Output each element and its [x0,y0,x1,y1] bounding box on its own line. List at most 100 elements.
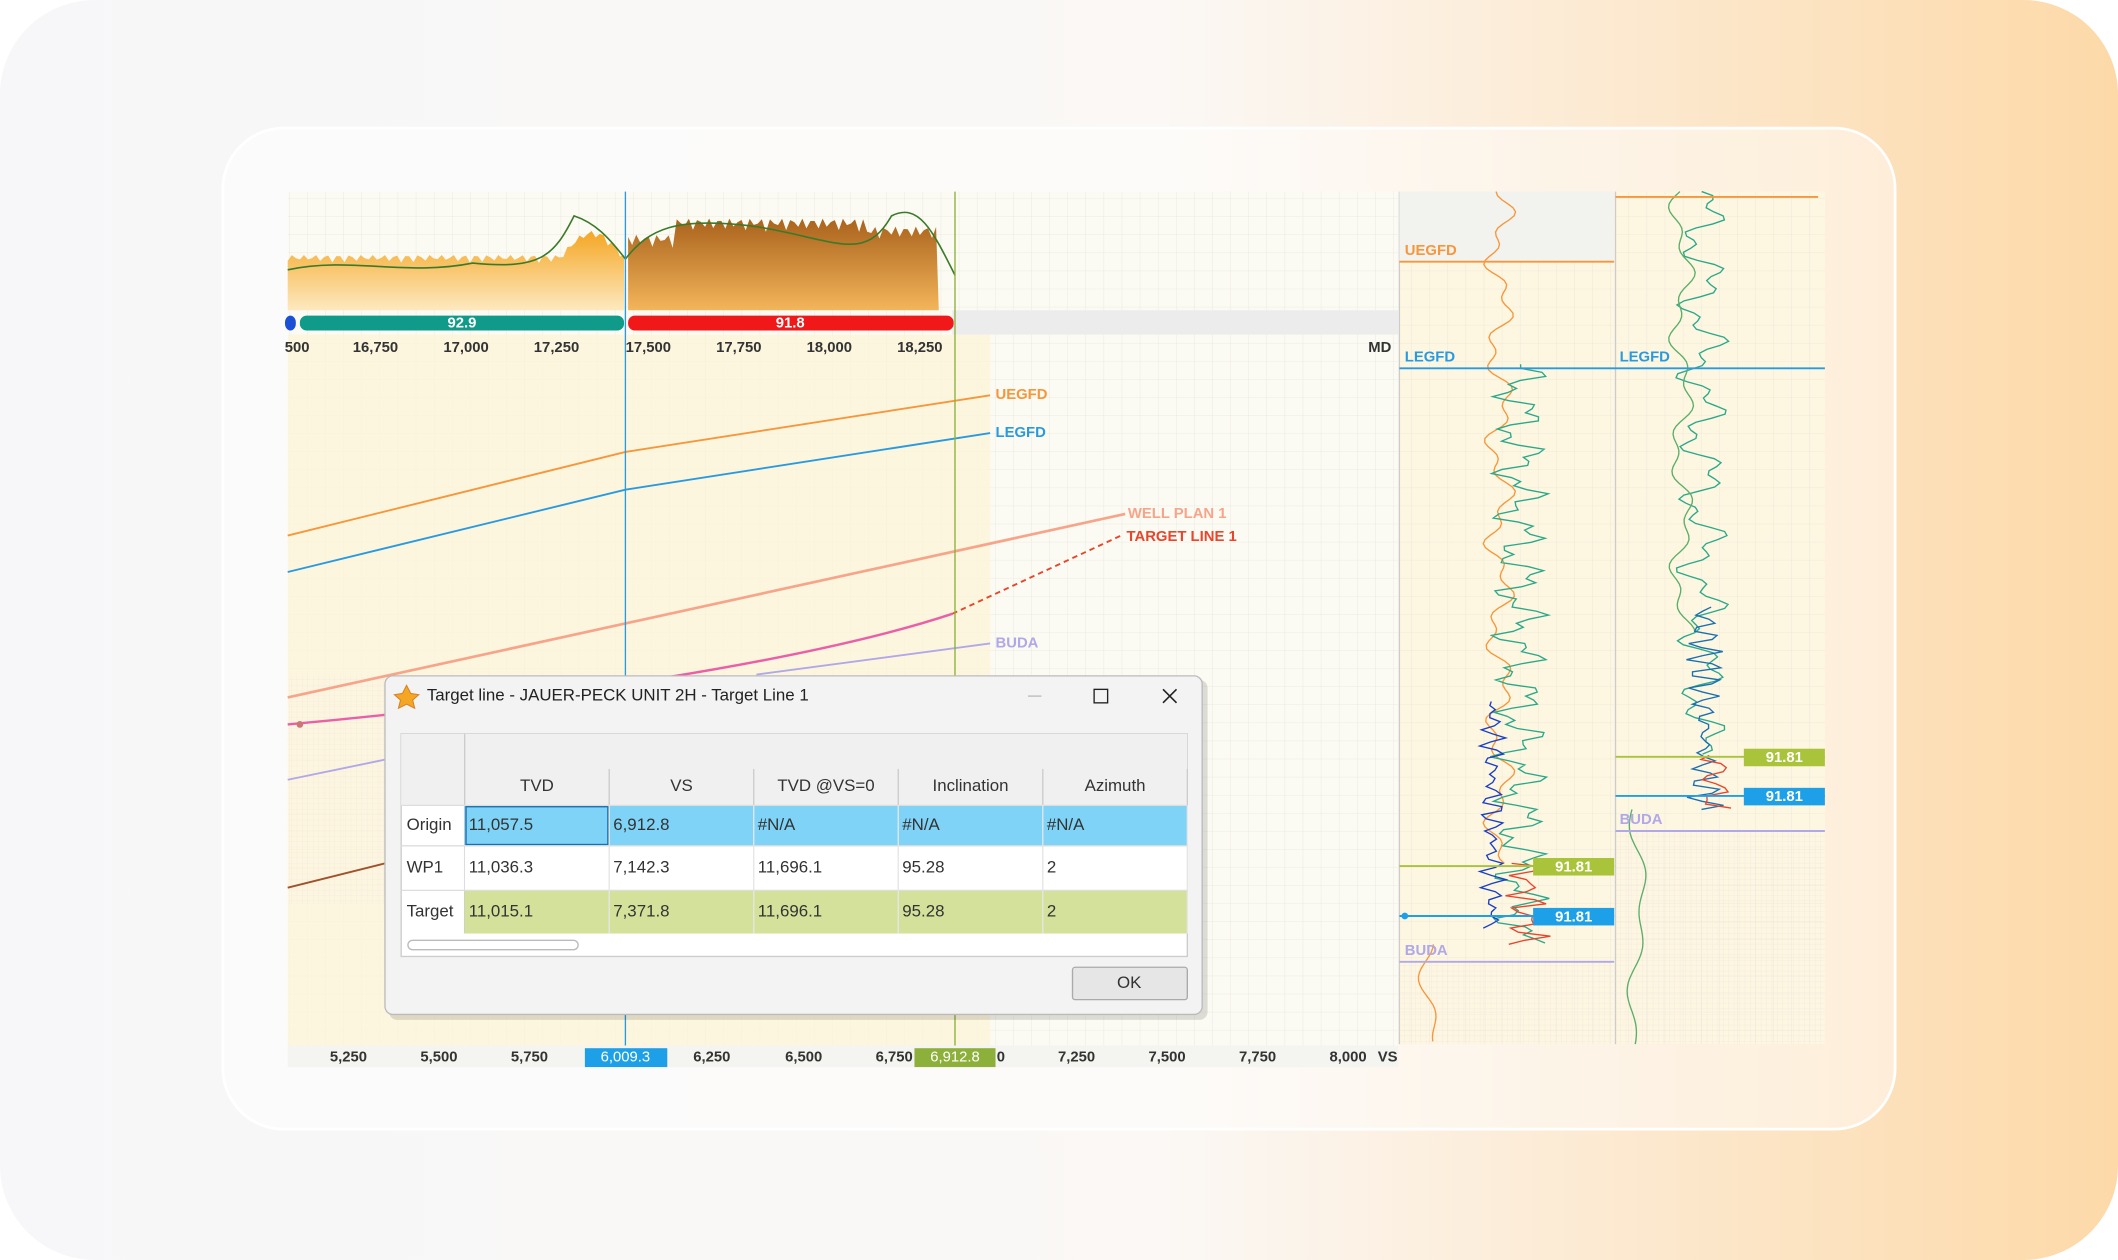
table-cell: 95.28 [902,858,944,877]
horizon-label: LEGFD [996,425,1047,441]
log-zone [1399,961,1615,1045]
row-background [464,805,1188,846]
value-box-label: 91.81 [1555,909,1592,925]
vs-tick-label: 0 [997,1050,1005,1066]
table-cell: 7,142.3 [613,858,669,877]
table-cell: 11,696.1 [758,901,822,920]
vs-marker-label: 6,009.3 [601,1050,651,1066]
target-line [951,534,1122,615]
column-header: Inclination [933,776,1009,795]
table-cell: 95.28 [902,901,944,920]
vs-tick-label: 7,500 [1148,1050,1185,1066]
bar-red [628,315,954,331]
track-label: BUDA [1405,943,1448,959]
vs-tick-label: 6,500 [785,1050,822,1066]
column-header: Azimuth [1085,776,1146,795]
histogram [287,230,625,311]
log-zone [1615,831,1825,1045]
offset-line [287,862,386,889]
log-curve [1626,809,1647,1045]
dialog-title: Target line - JAUER-PECK UNIT 2H - Targe… [427,686,809,705]
column-header: VS [670,776,693,795]
md-tick-label: 18,000 [807,340,852,356]
bar-label: 92.9 [448,316,477,332]
bar-teal [299,315,625,331]
vs-axis-band [287,1045,1399,1068]
table-cell: 11,696.1 [758,858,822,877]
log-curve [1698,754,1732,809]
vs-tick-label: 5,500 [420,1050,457,1066]
main-view: 92.9 91.8 500 16,750 17,000 17,250 17,500 17,75… [285,190,1825,1068]
horizon-label: BUDA [996,635,1039,651]
row-header: Target [407,901,454,920]
point [1401,912,1409,920]
scrollbar-thumb[interactable] [407,939,579,951]
vs-tick-label: 5,750 [511,1050,548,1066]
table-cell: 11,057.5 [469,815,533,834]
value-box [1743,748,1825,767]
horizon-label: UEGFD [996,387,1048,403]
table-cell: 6,912.8 [613,815,669,834]
value-box-label: 91.81 [1555,859,1592,875]
log-curve [1482,191,1517,864]
close-button[interactable] [1162,688,1178,704]
horizon-label: TARGET LINE 1 [1127,529,1237,545]
zone-pink [287,674,396,904]
column-header: TVD @VS=0 [777,776,874,795]
md-tick-label: 16,750 [353,340,398,356]
row-header: WP1 [407,858,444,877]
log-curve [1675,190,1730,755]
log-curve [1667,191,1696,633]
track-label: LEGFD [1405,349,1456,365]
vs-marker [584,1048,668,1068]
table-cell: 11,036.3 [469,858,533,877]
app-icon [393,684,420,710]
maximize-button[interactable] [1093,688,1109,704]
value-box [1743,787,1825,806]
vs-tick-label: 7,250 [1058,1050,1095,1066]
md-axis-unit: MD [1368,340,1391,356]
horizon-label: WELL PLAN 1 [1128,506,1227,522]
log-curve [1417,944,1437,1042]
track-label: LEGFD [1620,349,1671,365]
selected-cell [465,806,609,846]
track-label: UEGFD [1405,243,1457,259]
value-box-label: 91.81 [1766,750,1803,766]
log-curve [1477,701,1509,929]
bar-label: 91.8 [776,316,805,332]
vs-tick-label: 6,750 [876,1050,913,1066]
row-background [464,890,1188,934]
row-background [464,845,1188,891]
log-curve [1505,862,1551,945]
histogram [628,218,939,311]
rop-curve [287,211,956,276]
value-box [1533,907,1615,926]
vs-marker [914,1048,996,1068]
vs-axis-unit: VS [1378,1050,1398,1066]
point [296,721,304,728]
ok-button-label[interactable]: OK [1117,973,1142,992]
md-tick-label: 500 [285,340,310,356]
md-tick-label: 17,500 [626,340,671,356]
track-label: BUDA [1620,812,1663,828]
value-box-label: 91.81 [1766,789,1803,805]
dialog: Target line - JAUER-PECK UNIT 2H - Targe… [384,675,1208,1020]
table-header [401,733,1188,806]
md-tick-label: 18,250 [897,340,942,356]
table-cell: #N/A [902,815,940,834]
vs-marker-label: 6,912.8 [930,1050,980,1066]
table-cell: #N/A [1047,815,1085,834]
log-curve [1686,606,1724,811]
bar-blue [285,315,296,331]
vs-tick-label: 8,000 [1329,1050,1366,1066]
ok-button[interactable] [1071,966,1188,1001]
md-tick-label: 17,000 [443,340,488,356]
column-header: TVD [520,776,554,795]
vs-tick-label: 5,250 [330,1050,367,1066]
table-cell: 7,371.8 [613,901,669,920]
table-cell: 2 [1047,858,1056,877]
vs-tick-label: 7,750 [1239,1050,1276,1066]
log-curve [1489,364,1552,944]
